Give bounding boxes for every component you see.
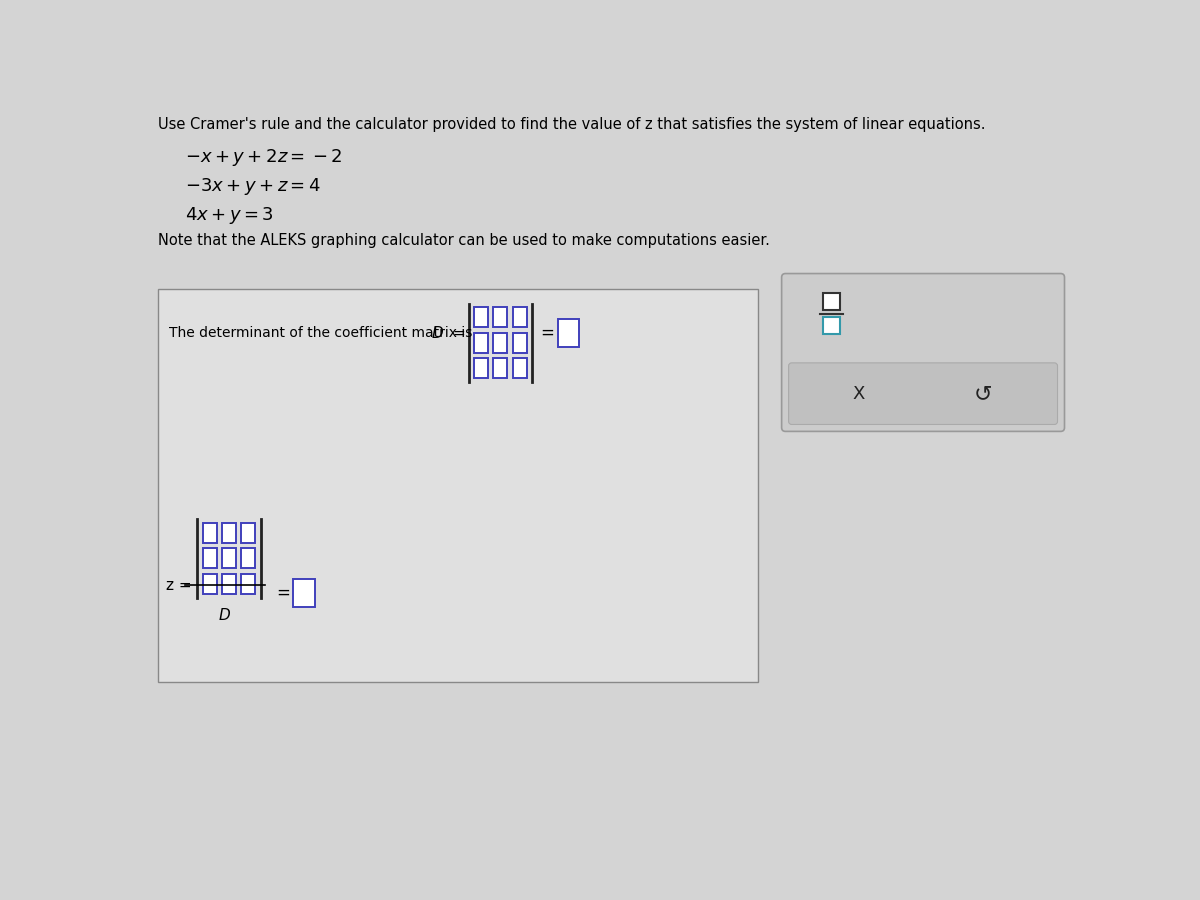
Text: z =: z = bbox=[166, 578, 191, 593]
FancyBboxPatch shape bbox=[493, 333, 508, 353]
FancyBboxPatch shape bbox=[512, 308, 527, 328]
FancyBboxPatch shape bbox=[157, 289, 758, 681]
Text: Use Cramer's rule and the calculator provided to find the value of z that satisf: Use Cramer's rule and the calculator pro… bbox=[157, 117, 985, 132]
FancyBboxPatch shape bbox=[203, 548, 217, 569]
FancyBboxPatch shape bbox=[493, 308, 508, 328]
FancyBboxPatch shape bbox=[512, 333, 527, 353]
Text: $D$: $D$ bbox=[431, 325, 444, 341]
FancyBboxPatch shape bbox=[222, 523, 236, 543]
FancyBboxPatch shape bbox=[823, 292, 840, 310]
FancyBboxPatch shape bbox=[293, 580, 316, 607]
Text: =: = bbox=[276, 584, 290, 602]
Text: Note that the ALEKS graphing calculator can be used to make computations easier.: Note that the ALEKS graphing calculator … bbox=[157, 233, 769, 248]
Text: =: = bbox=[452, 325, 466, 340]
Text: =: = bbox=[540, 324, 554, 342]
Text: The determinant of the coefficient matrix is: The determinant of the coefficient matri… bbox=[169, 326, 481, 340]
FancyBboxPatch shape bbox=[241, 523, 256, 543]
Text: $D$: $D$ bbox=[218, 607, 232, 623]
Text: $\mathdefault{-}x+y+2z=-2$: $\mathdefault{-}x+y+2z=-2$ bbox=[185, 147, 342, 167]
Text: ↺: ↺ bbox=[974, 383, 992, 404]
FancyBboxPatch shape bbox=[241, 548, 256, 569]
FancyBboxPatch shape bbox=[558, 319, 580, 346]
FancyBboxPatch shape bbox=[512, 358, 527, 378]
FancyBboxPatch shape bbox=[222, 574, 236, 594]
FancyBboxPatch shape bbox=[474, 358, 488, 378]
FancyBboxPatch shape bbox=[823, 318, 840, 335]
FancyBboxPatch shape bbox=[781, 274, 1064, 431]
FancyBboxPatch shape bbox=[788, 363, 1057, 425]
FancyBboxPatch shape bbox=[474, 308, 488, 328]
Text: $4x+y=3$: $4x+y=3$ bbox=[185, 205, 274, 226]
FancyBboxPatch shape bbox=[222, 548, 236, 569]
FancyBboxPatch shape bbox=[493, 358, 508, 378]
Text: $\mathdefault{-}3x+y+z=4$: $\mathdefault{-}3x+y+z=4$ bbox=[185, 176, 320, 197]
FancyBboxPatch shape bbox=[474, 333, 488, 353]
FancyBboxPatch shape bbox=[203, 523, 217, 543]
Text: X: X bbox=[853, 384, 865, 402]
FancyBboxPatch shape bbox=[241, 574, 256, 594]
FancyBboxPatch shape bbox=[203, 574, 217, 594]
